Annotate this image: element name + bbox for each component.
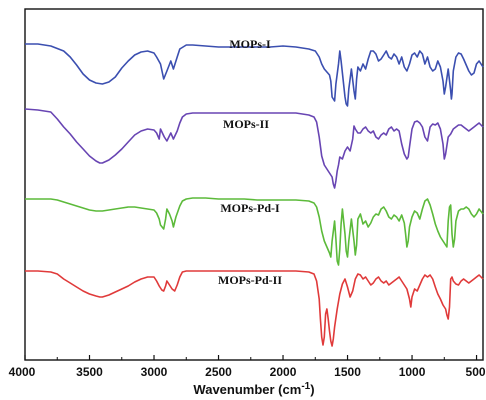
x-axis-title-superscript: -1 <box>301 381 310 392</box>
x-tick-label: 3500 <box>76 365 103 379</box>
series-label: MOPs-Pd-II <box>218 273 282 287</box>
series-label: MOPs-II <box>223 117 269 131</box>
series-line-mops-ii <box>24 108 484 189</box>
series-layer <box>24 43 484 347</box>
series-label: MOPs-Pd-I <box>220 201 280 215</box>
series-label-layer: MOPs-I MOPs-II MOPs-Pd-I MOPs-Pd-II <box>218 37 282 287</box>
x-tick-label: 4000 <box>9 365 36 379</box>
plot-frame <box>24 8 484 361</box>
x-tick-label: 2000 <box>270 365 297 379</box>
x-tick-label: 2500 <box>205 365 232 379</box>
x-tick-label: 1000 <box>399 365 426 379</box>
x-tick-label: 1500 <box>334 365 361 379</box>
x-tick-label: 500 <box>466 365 486 379</box>
series-label: MOPs-I <box>229 37 271 51</box>
x-axis-title: Wavenumber (cm-1) <box>193 381 314 397</box>
series-line-mops-pd-ii <box>25 270 484 347</box>
x-tick-label: 3000 <box>141 365 168 379</box>
x-axis-title-suffix: ) <box>310 382 314 397</box>
x-axis: 4000 3500 3000 2500 2000 1500 1000 500 <box>9 355 486 379</box>
series-line-mops-pd-i <box>25 197 484 266</box>
series-line-mops-i <box>25 43 484 107</box>
